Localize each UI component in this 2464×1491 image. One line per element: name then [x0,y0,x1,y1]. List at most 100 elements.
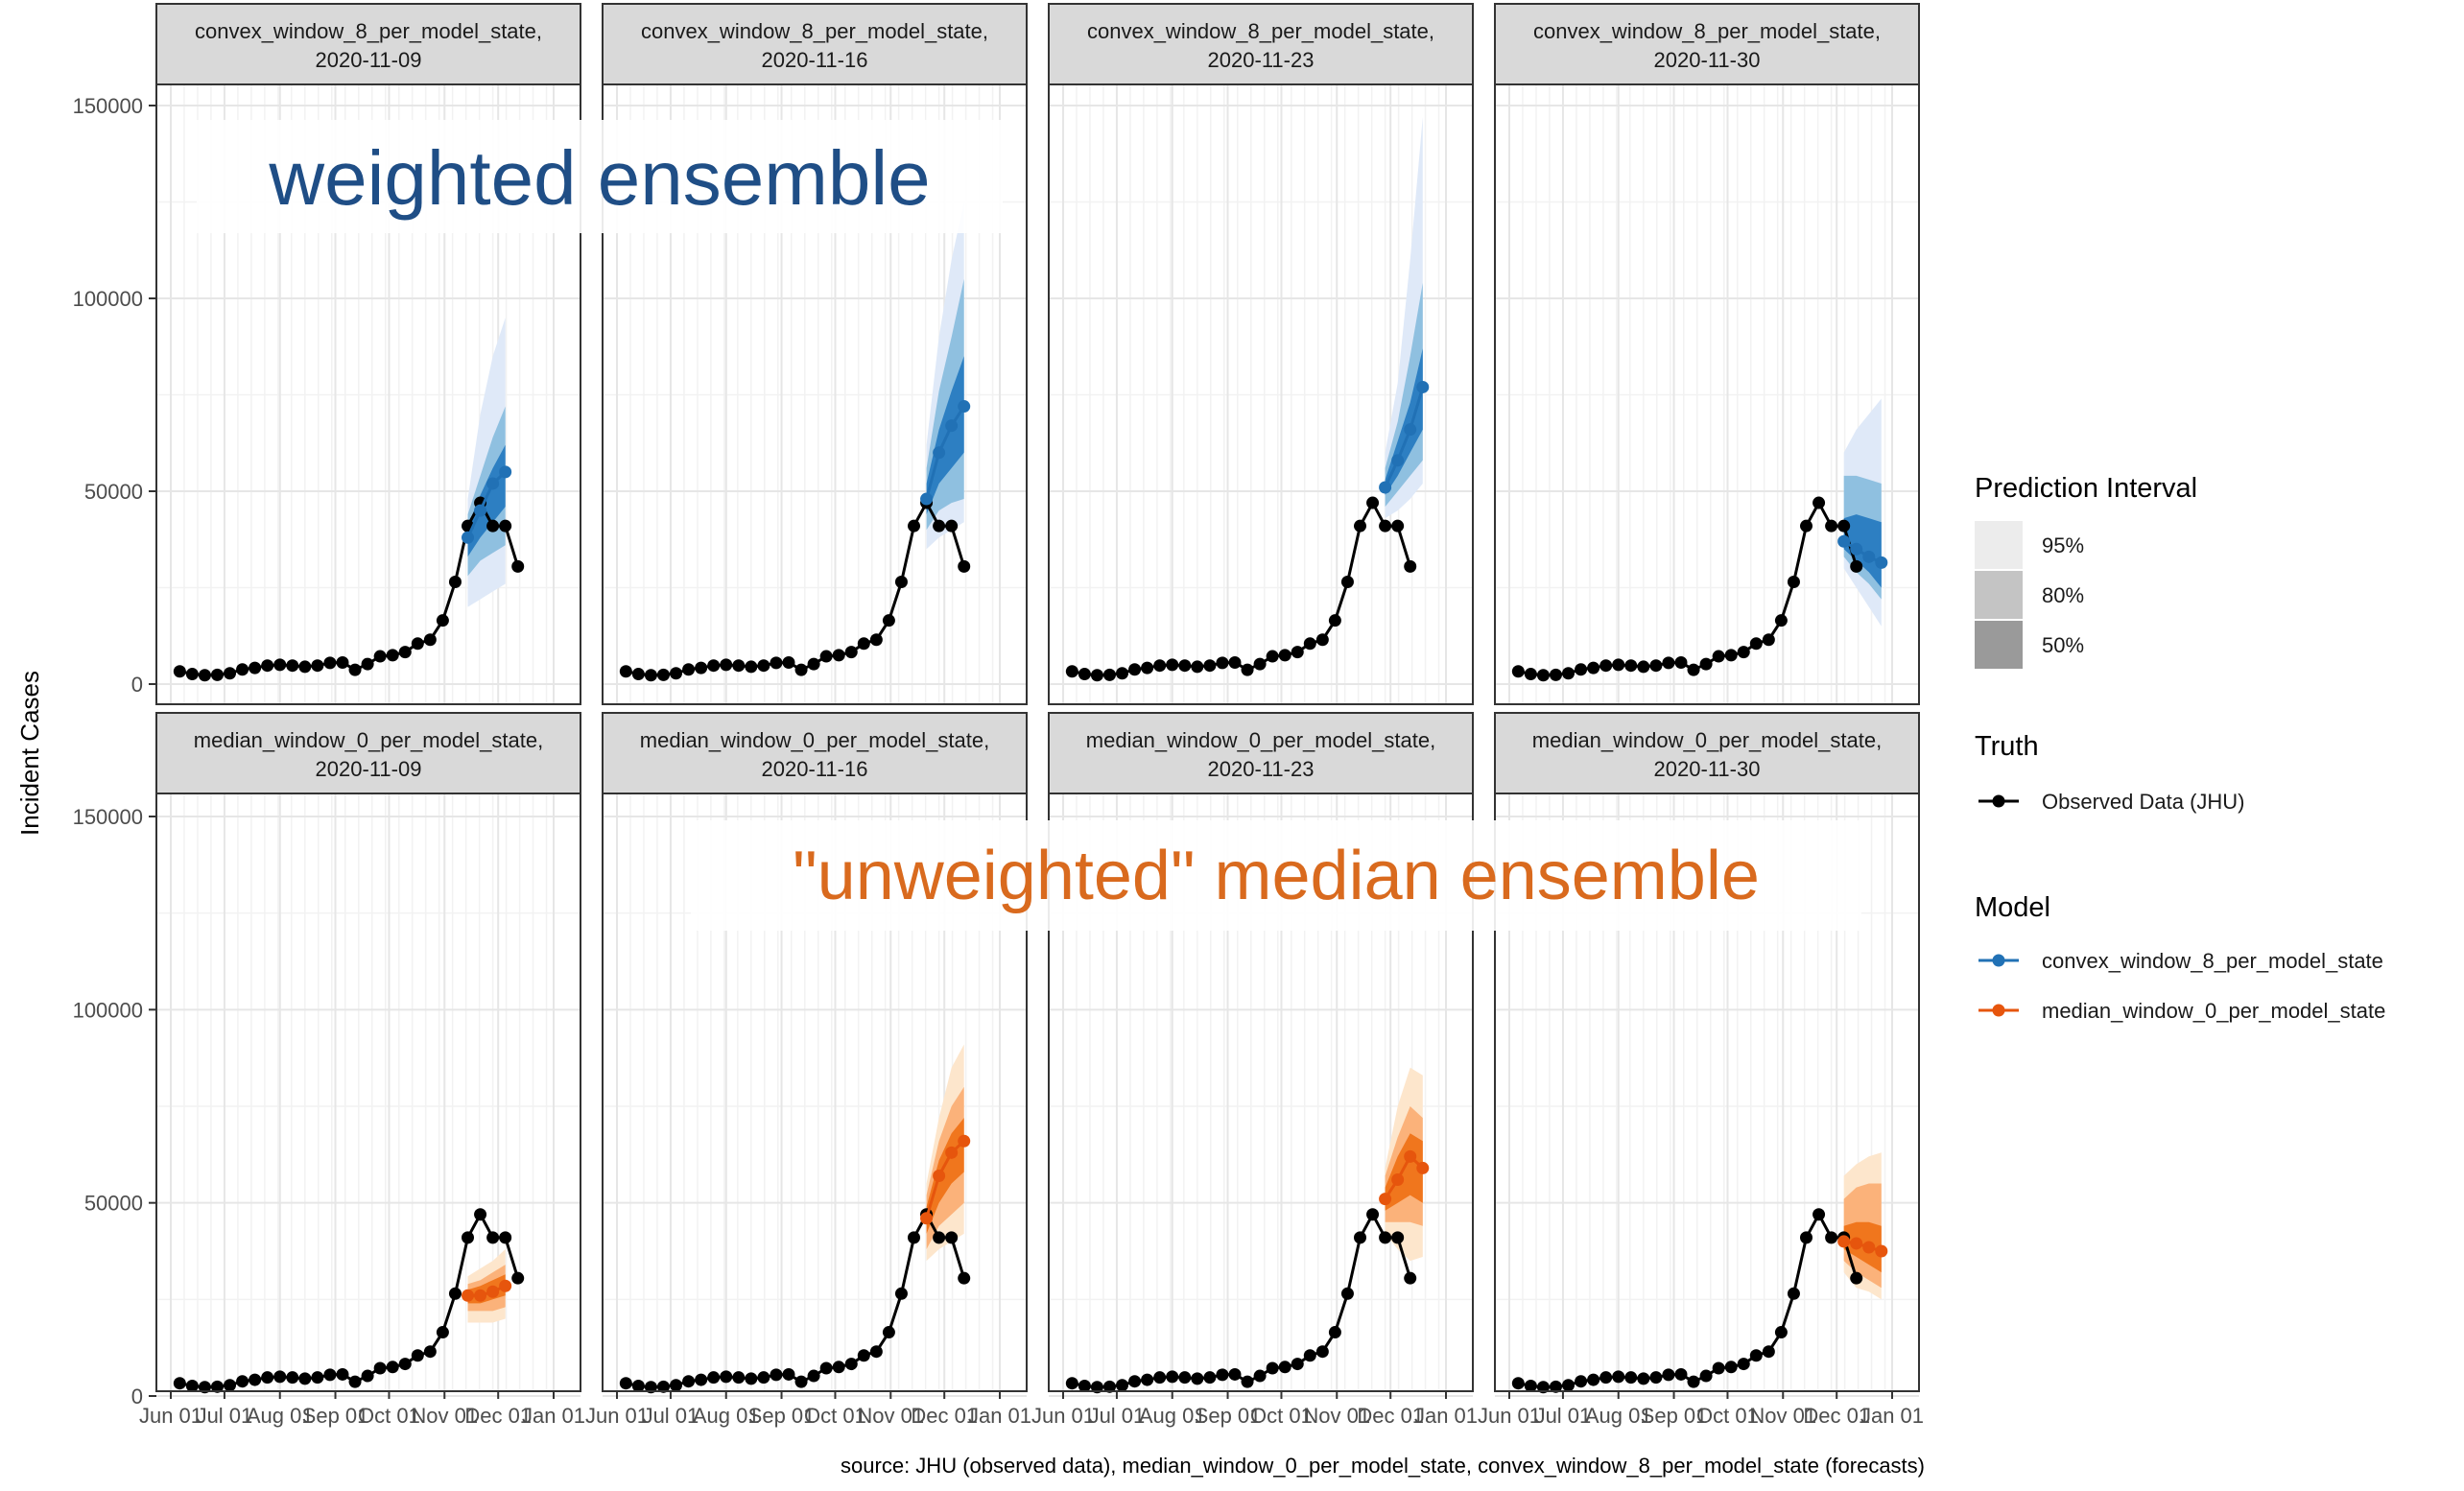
observed-point [1141,1373,1154,1386]
observed-point [1328,614,1341,627]
observed-point [1090,1381,1103,1394]
observed-point [1649,1371,1663,1384]
facet-strip [1494,712,1920,794]
panel-border [155,793,581,1392]
observed-point [1065,665,1078,678]
forecast-median-point [462,531,475,544]
observed-point [1536,1381,1550,1394]
observed-point [894,575,908,588]
observed-point [1203,659,1217,673]
forecast-median-point [1379,1193,1392,1206]
observed-point [1637,1372,1650,1385]
x-tick-label: Jun 01 [139,1404,202,1428]
x-tick-label: Nov 01 [857,1404,924,1428]
observed-point [249,1373,262,1386]
observed-point [745,1372,758,1385]
observed-point [1090,669,1103,682]
legend-label-interval: 95% [2042,533,2084,557]
observed-point [1078,668,1091,681]
observed-point [1562,667,1576,680]
observed-point [1315,633,1329,647]
observed-point [682,1375,696,1388]
y-tick-label: 150000 [73,805,143,829]
forecast-median-point [1379,481,1392,494]
observed-point [198,669,211,682]
observed-point [185,668,199,681]
observed-point [486,519,500,532]
facet-strip-model: convex_window_8_per_model_state, [1087,19,1434,43]
observed-point [720,1370,733,1384]
facet-strip-model: median_window_0_per_model_state, [640,728,989,752]
x-tick-label: Jul 01 [643,1404,699,1428]
observed-point [1340,575,1354,588]
observed-point [286,659,299,673]
x-tick-label: Sep 01 [302,1404,369,1428]
observed-point [1178,659,1192,673]
panel-border [602,83,1028,705]
observed-point [348,663,362,676]
facet-panel: median_window_0_per_model_state, 2020-11-… [585,712,1031,1428]
observed-point [882,614,895,627]
panel-border [1494,793,1920,1392]
observed-point [436,1326,449,1339]
observed-point [1524,1380,1537,1393]
observed-point [1354,1231,1367,1244]
observed-point [1724,649,1738,662]
observed-point [423,633,437,647]
forecast-median-point [1391,1173,1405,1187]
forecast-median-point [920,492,934,506]
observed-point [1166,658,1179,672]
facet-strip-model: convex_window_8_per_model_state, [195,19,542,43]
observed-point [1599,1371,1613,1384]
observed-point [656,668,670,681]
observed-point [224,1379,237,1392]
observed-point [1078,1380,1091,1393]
observed-point [261,659,274,673]
observed-line [178,1211,520,1389]
observed-point [1379,519,1392,532]
observed-point [1549,668,1562,681]
observed-point [373,650,387,663]
x-tick-label: Jun 01 [585,1404,649,1428]
observed-point [398,1358,412,1371]
facet-strip-date: 2020-11-09 [316,48,422,72]
observed-point [261,1371,274,1384]
observed-point [631,668,645,681]
y-tick-label: 150000 [73,94,143,118]
chart-caption: source: JHU (observed data), median_wind… [841,1454,1925,1478]
observed-point [882,1326,895,1339]
observed-point [336,1367,349,1381]
observed-point [1850,1271,1863,1285]
observed-point [958,1271,971,1285]
forecast-median-point [486,477,500,490]
observed-point [1241,663,1254,676]
observed-point [411,637,424,651]
observed-point [499,1231,512,1244]
observed-point [1511,1377,1525,1390]
observed-point [1812,1208,1826,1221]
observed-point [198,1381,211,1394]
x-tick-label: Sep 01 [1195,1404,1262,1428]
facet-panel: convex_window_8_per_model_state, 2020-11-… [73,3,581,705]
x-tick-label: Oct 01 [1250,1404,1313,1428]
observed-point [794,663,808,676]
observed-point [1291,1358,1304,1371]
forecast-median-point [920,1212,934,1225]
observed-point [757,1371,770,1384]
observed-line [625,1211,966,1389]
x-tick-label: Aug 01 [1139,1404,1206,1428]
observed-point [1191,1372,1204,1385]
y-axis-title: Incident Cases [15,671,44,836]
x-tick-label: Dec 01 [464,1404,532,1428]
observed-point [720,658,733,672]
observed-point [1266,650,1279,663]
forecast-median-point [945,419,959,433]
observed-point [249,661,262,674]
y-tick-label: 0 [131,1384,143,1408]
observed-point [1116,1379,1129,1392]
observed-line [178,499,520,677]
observed-point [782,1367,795,1381]
observed-point [323,1368,337,1382]
legend-key-truth-point [1992,794,2005,808]
legend-key-interval [1975,571,2023,619]
